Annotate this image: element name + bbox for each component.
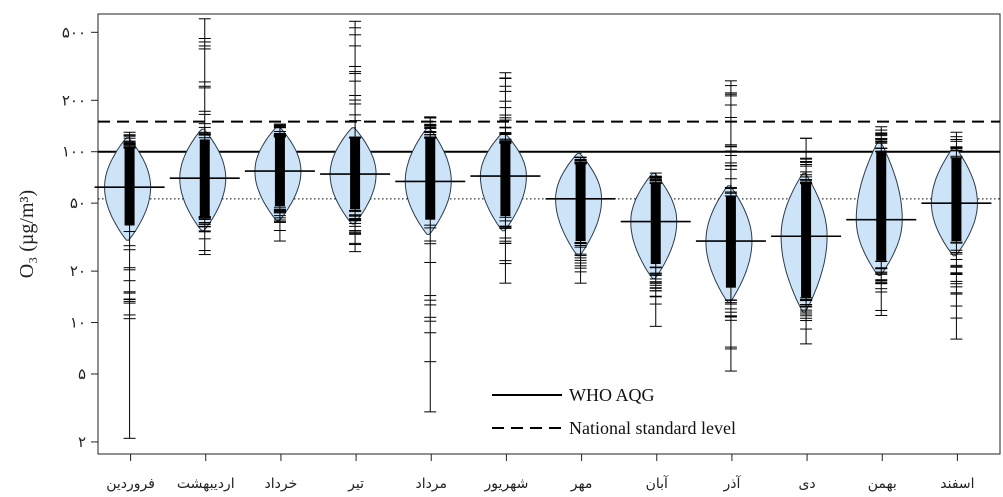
x-tick-label: مهر [570, 476, 593, 492]
bean [395, 116, 466, 413]
bean-core [951, 157, 962, 242]
x-tick-label: خرداد [265, 476, 298, 492]
y-tick-label: ۵۰ [70, 194, 86, 212]
bean-core [425, 138, 436, 220]
y-tick-label: ۲۰ [70, 262, 86, 280]
bean-core [575, 163, 586, 242]
bean [169, 18, 240, 256]
beans [94, 18, 992, 439]
x-tick-label: فروردین [106, 476, 155, 492]
x-tick-label: مرداد [415, 476, 447, 492]
bean-core [801, 183, 812, 298]
bean-core [876, 151, 887, 261]
y-tick-label: ۲ [78, 433, 86, 451]
reference-lines [98, 120, 1000, 200]
x-tick-label: اردیبهشت [177, 476, 235, 492]
y-tick-label: ۱۰۰ [62, 143, 86, 161]
x-tick-label: دی [798, 476, 815, 492]
bean [545, 152, 616, 284]
bean [244, 123, 315, 242]
x-tick-label: شهریور [484, 476, 529, 492]
y-axis: ۲ ۵ ۱۰ ۲۰ ۵۰ ۱۰۰ ۲۰۰ ۵۰۰ [62, 23, 98, 451]
x-tick-label: تیر [347, 476, 364, 492]
bean-core [650, 183, 661, 265]
bean [771, 137, 842, 345]
y-tick-label: ۱۰ [70, 314, 86, 332]
y-axis-label: O₃ (µg/m³) [16, 190, 38, 278]
bean [470, 72, 541, 284]
bean [846, 126, 917, 316]
y-tick-label: ۵۰۰ [62, 23, 86, 41]
x-tick-label: آبان [646, 475, 669, 492]
bean-core [725, 196, 736, 288]
legend-label-national: National standard level [569, 418, 736, 438]
y-tick-label: ۵ [78, 365, 86, 383]
bean [620, 172, 691, 327]
bean [320, 20, 391, 253]
legend-label-who: WHO AQG [569, 385, 655, 405]
x-axis: فروردین اردیبهشت خرداد تیر مرداد شهریور مهر آبا… [106, 454, 975, 492]
x-tick-label: آذر [722, 475, 741, 492]
bean [921, 131, 992, 340]
y-tick-label: ۲۰۰ [62, 91, 86, 109]
legend: WHO AQG National standard level [492, 385, 736, 438]
x-tick-label: بهمن [868, 476, 897, 492]
bean [94, 131, 165, 439]
x-tick-label: اسفند [940, 476, 974, 492]
bean [695, 80, 766, 372]
plot-frame [97, 13, 1001, 455]
bean-core [500, 143, 511, 217]
